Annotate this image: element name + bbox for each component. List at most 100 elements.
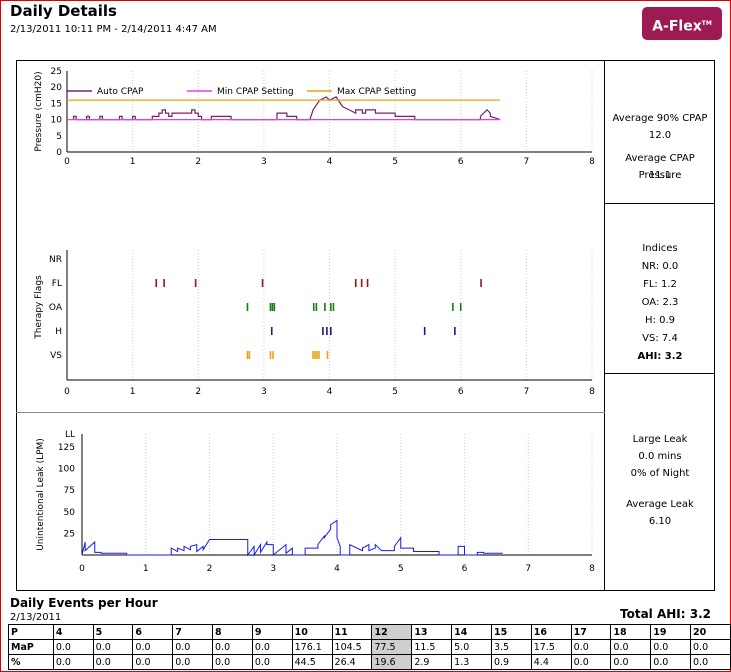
events-cell: 0.0 (251, 639, 293, 655)
events-cell: 0.0 (52, 639, 94, 655)
cpap-stats: Average 90% CPAP 12.0 Average CPAP Press… (606, 110, 714, 184)
x-tick-label: 8 (589, 157, 595, 167)
x-tick-label: 3 (270, 564, 276, 574)
x-tick-label: 2 (207, 564, 213, 574)
events-row: P 4 5 6 7 8 9 10 11 12 13 14 15 16 17 18 19 20 (8, 624, 731, 640)
flag-mark-h (454, 327, 456, 335)
events-cell: 0.0 (212, 654, 253, 670)
events-cell: 1.3 (451, 654, 492, 670)
events-row: % 0.0 0.0 0.0 0.0 0.0 0.0 44.5 26.4 19.6 2.9 1.3 0.9… (8, 654, 731, 670)
y-tick-label: 10 (51, 116, 63, 126)
events-table: P 4 5 6 7 8 9 10 11 12 13 14 15 16 17 18 19 20 MaP 0.0 0.0 0.… (8, 624, 731, 670)
events-cell: 0.0 (690, 654, 731, 670)
flag-mark-fl (194, 279, 197, 287)
events-cell: 0.0 (570, 639, 612, 655)
charts-panel (16, 60, 715, 591)
index-vs: VS: 7.4 (642, 333, 678, 344)
events-cell: 104.5 (331, 639, 373, 655)
index-nr: NR: 0.0 (641, 261, 679, 272)
leak-chart: 0 1 2 3 4 5 6 7 8 LL 125 100 75 50 25 Unintentional Lea… (36, 430, 595, 574)
events-cell: 5.0 (451, 639, 492, 655)
legend-label: Min CPAP Setting (217, 87, 294, 97)
x-tick-label: 4 (334, 564, 340, 574)
x-tick-label: 7 (524, 387, 530, 397)
events-cell: 17 (570, 624, 612, 640)
a-flex-logo: A-FlexTM (642, 7, 722, 40)
x-tick-label: 3 (261, 157, 267, 167)
flag-mark-oa (269, 303, 272, 311)
flag-mark-vs (246, 351, 249, 359)
x-tick-label: 4 (327, 157, 333, 167)
flag-category-label: OA (49, 303, 63, 313)
events-cell: 17.5 (530, 639, 572, 655)
x-tick-label: 3 (261, 387, 267, 397)
y-tick-label: 20 (51, 83, 63, 93)
flag-mark-vs (326, 351, 329, 359)
flag-mark-oa (324, 303, 326, 311)
flag-mark-h (270, 327, 273, 335)
flag-mark-oa (273, 303, 276, 311)
large-leak-pct: 0% of Night (630, 468, 690, 479)
events-row-label: MaP (8, 639, 54, 655)
therapy-flags-chart: 0 1 2 3 4 5 6 7 8 NR FL OA H VS Therapy Flags (34, 250, 595, 397)
events-cell: 19 (650, 624, 692, 640)
events-cell: 2.9 (411, 654, 453, 670)
events-cell: 0.0 (212, 639, 253, 655)
events-cell: 0.0 (650, 639, 692, 655)
flag-mark-vs (312, 351, 314, 359)
index-oa: OA: 2.3 (641, 297, 679, 308)
events-title: Daily Events per Hour (10, 596, 158, 610)
flag-mark-h (326, 327, 328, 335)
events-cell: 0.0 (92, 654, 134, 670)
x-tick-label: 0 (79, 564, 85, 574)
x-tick-label: 8 (589, 387, 595, 397)
flag-mark-oa (332, 303, 335, 311)
avg-pressure-label: Average CPAP Pressure (625, 153, 695, 181)
events-cell: 4 (52, 624, 94, 640)
series-line-leak (81, 519, 503, 557)
leak-stats: Large Leak 0.0 mins 0% of Night Average … (606, 431, 714, 530)
x-tick-label: 5 (392, 387, 398, 397)
index-h: H: 0.9 (645, 315, 675, 326)
events-cell: 13 (411, 624, 453, 640)
flag-mark-vs (318, 351, 320, 359)
x-tick-label: 2 (195, 387, 201, 397)
events-cell: 44.5 (291, 654, 333, 670)
events-cell: 77.5 (371, 639, 413, 655)
y-axis-label: Therapy Flags (34, 275, 44, 340)
x-tick-label: 0 (64, 157, 70, 167)
y-tick-label: 15 (51, 99, 62, 109)
events-cell: 16 (530, 624, 572, 640)
events-cell: 0.0 (251, 654, 293, 670)
events-cell: 3.5 (490, 639, 532, 655)
large-leak-label: Large Leak (632, 434, 688, 445)
events-row-label: % (8, 654, 54, 670)
avg-leak-label: Average Leak (626, 499, 694, 510)
events-cell: 0.9 (490, 654, 532, 670)
events-cell: 8 (212, 624, 253, 640)
y-axis-label: Pressure (cmH20) (34, 71, 44, 151)
events-cell: 6 (132, 624, 174, 640)
date-range: 2/13/2011 10:11 PM - 2/14/2011 4:47 AM (10, 24, 217, 35)
y-tick-label: 75 (64, 486, 75, 496)
events-date: 2/13/2011 (10, 612, 62, 623)
events-cell: 5 (92, 624, 134, 640)
events-row-label: P (8, 624, 54, 640)
events-cell: 12 (371, 624, 413, 640)
events-cell: 19.6 (371, 654, 413, 670)
indices-title: Indices (642, 243, 678, 254)
avg90-value: 12.0 (648, 130, 672, 141)
avg-pressure-value: 11.1 (648, 170, 672, 181)
flag-mark-h (322, 327, 324, 335)
pressure-chart: 0 1 2 3 4 5 6 7 8 0 5 10 15 20 25 Pressure (cmH20) Auto … (34, 67, 595, 167)
events-cell: 18 (610, 624, 652, 640)
flag-category-label: H (55, 327, 62, 337)
y-tick-label: LL (65, 430, 75, 440)
x-tick-label: 6 (458, 387, 464, 397)
flag-category-label: VS (50, 351, 62, 361)
y-tick-label: 125 (58, 443, 75, 453)
events-row: MaP 0.0 0.0 0.0 0.0 0.0 0.0 176.1 104.5 77.5 11.5 5… (8, 639, 731, 655)
x-tick-label: 7 (525, 564, 531, 574)
events-cell: 26.4 (331, 654, 373, 670)
flag-mark-oa (246, 303, 249, 311)
